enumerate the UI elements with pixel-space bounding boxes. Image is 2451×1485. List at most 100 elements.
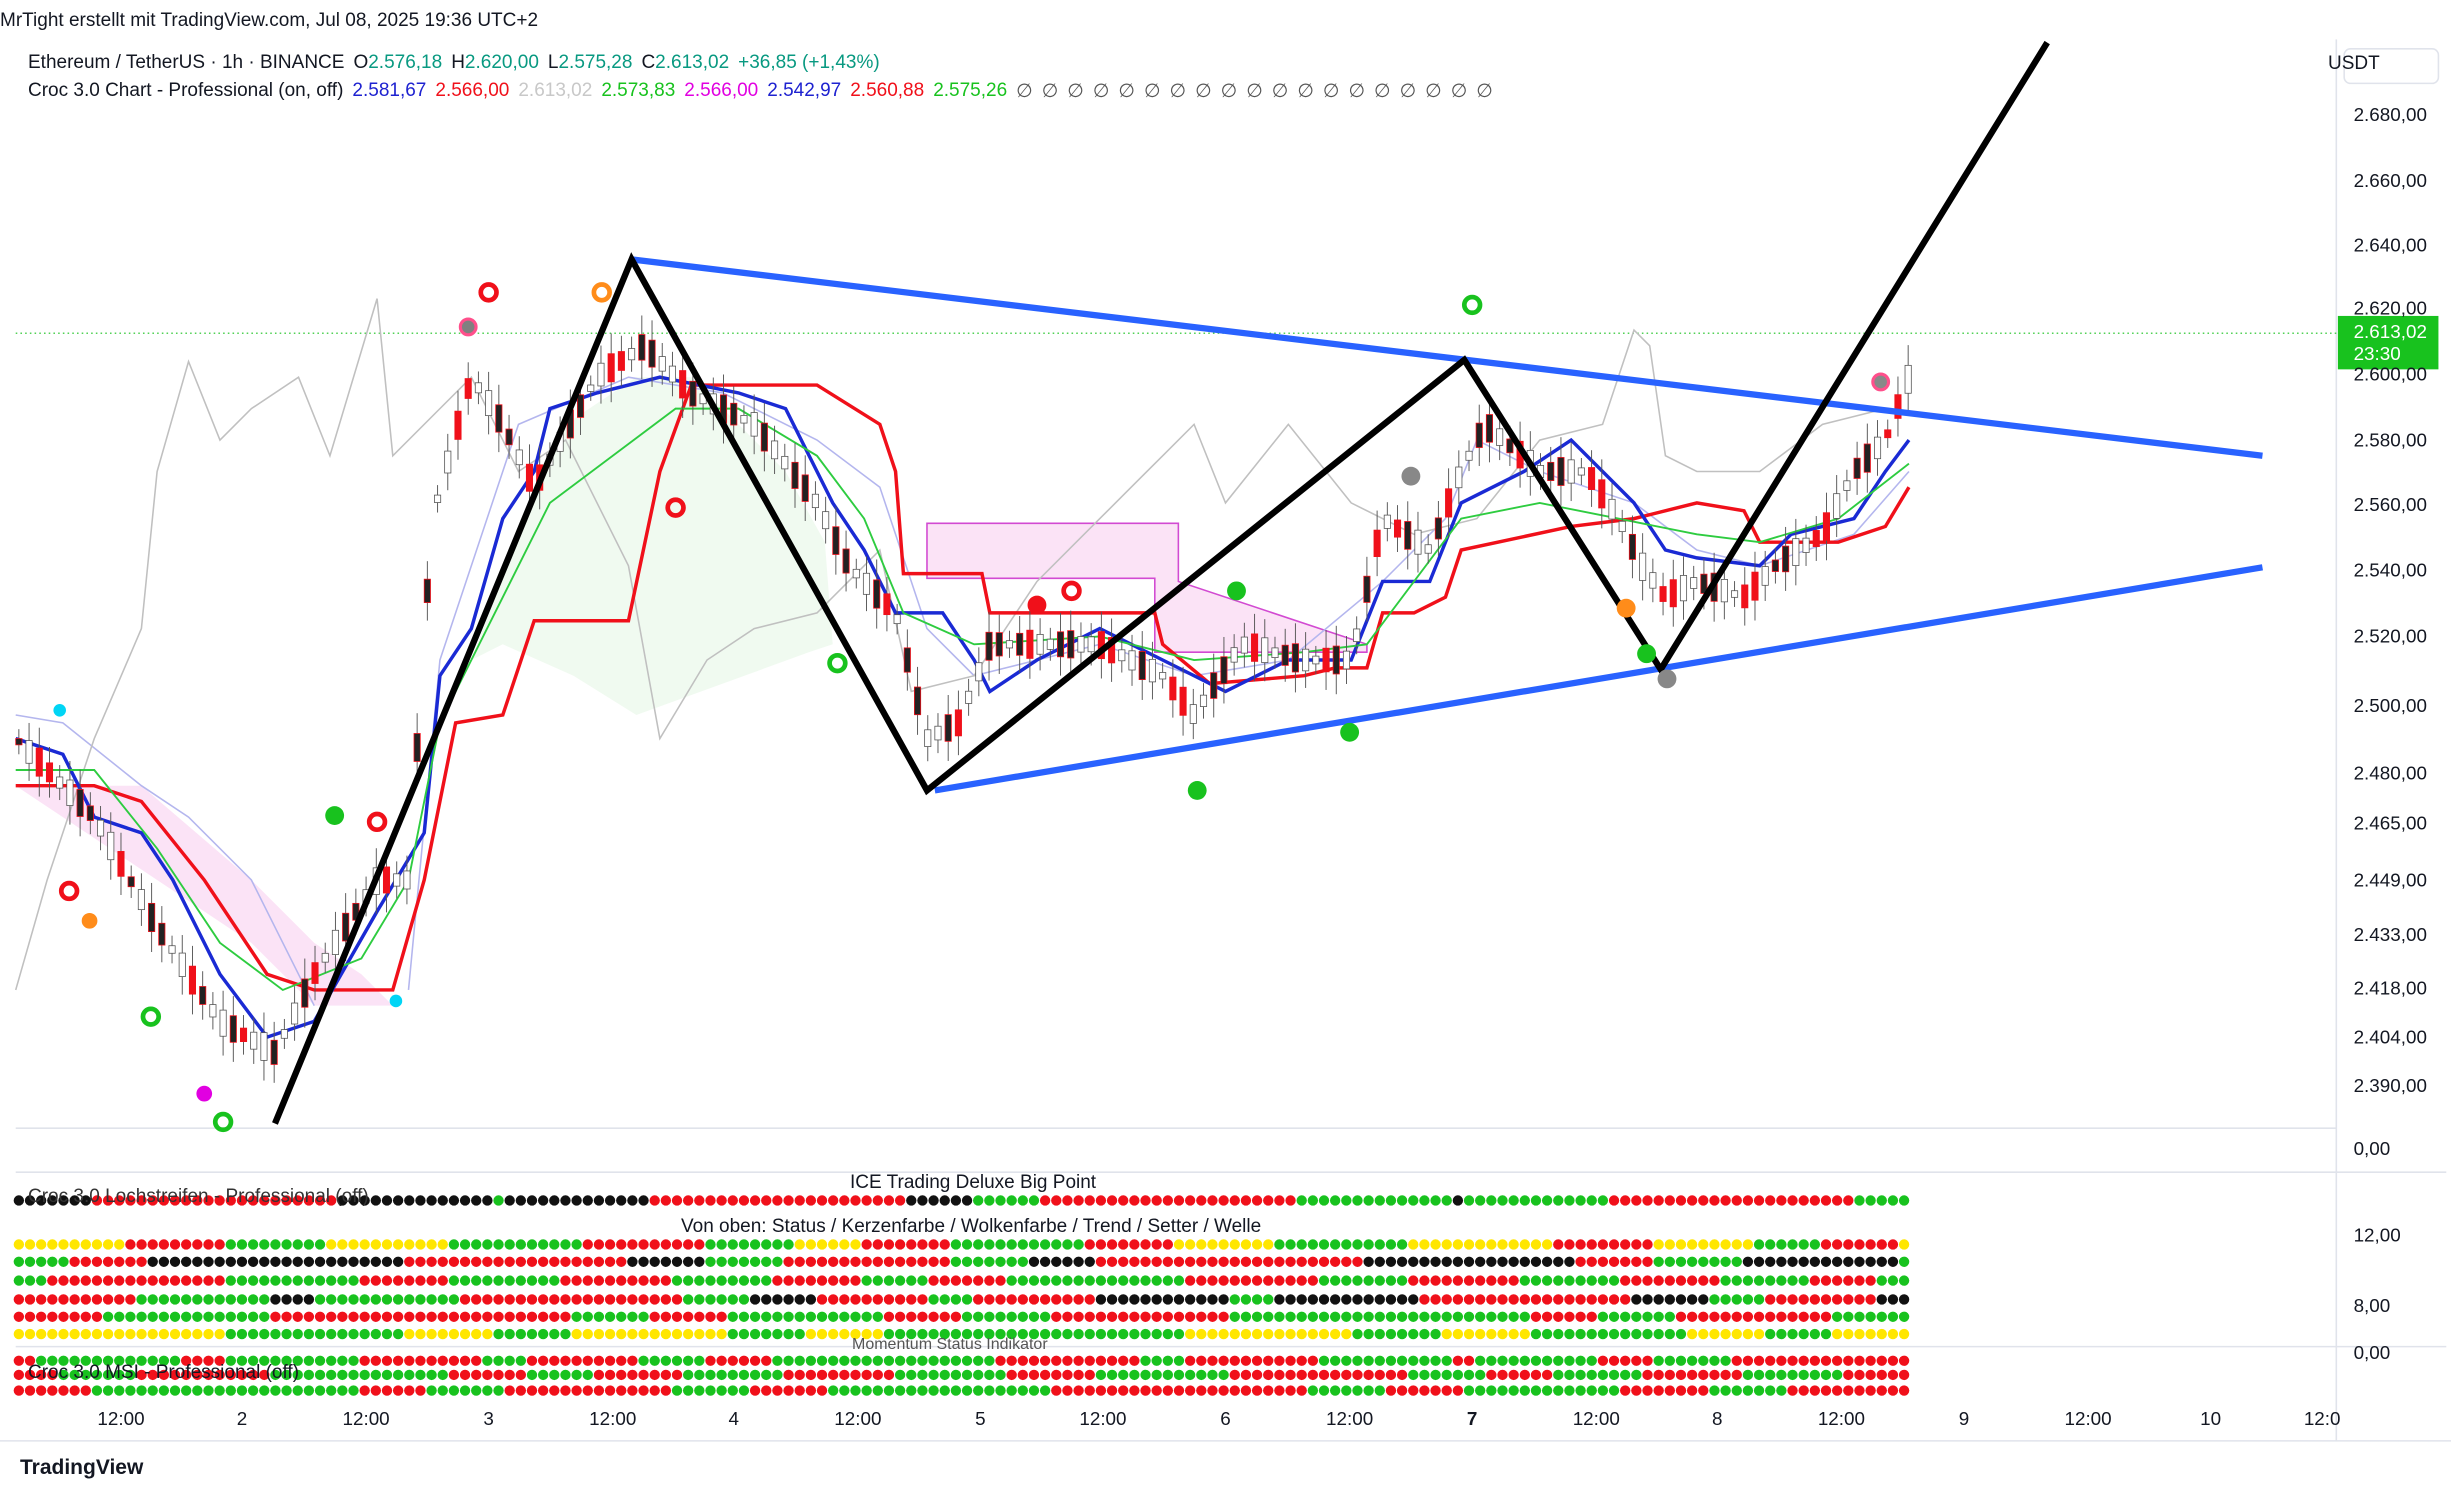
status-dot [1073,1369,1084,1381]
status-dot [1597,1275,1609,1286]
status-dot [961,1275,973,1286]
ohlc-label: O [353,52,369,73]
status-dot [482,1195,493,1206]
status-dot [950,1195,962,1206]
status-dot [1173,1355,1185,1366]
status-dot [259,1294,270,1305]
status-dot [1251,1385,1263,1396]
indicator-empty: ∅ [1041,81,1059,102]
status-dot [1385,1195,1397,1206]
status-dot [1441,1275,1452,1286]
status-dot [1686,1294,1698,1305]
status-dot [872,1275,883,1286]
status-dot [392,1311,404,1322]
candle-body [1363,575,1371,603]
candle-body [1731,590,1739,598]
status-dot [1564,1294,1575,1305]
status-dot [1530,1239,1542,1250]
status-dot [560,1294,571,1305]
status-dot [247,1195,259,1206]
status-dot [392,1256,404,1267]
status-dot [1765,1369,1776,1381]
status-dot [883,1275,895,1286]
status-dot [1106,1355,1118,1366]
status-dot [894,1195,906,1206]
status-dot [1843,1239,1854,1250]
status-dot [604,1195,616,1206]
candle-body [730,402,738,426]
status-dot [1218,1239,1229,1250]
status-dot [995,1294,1006,1305]
status-dot [1876,1311,1887,1322]
status-dot [761,1294,772,1305]
status-dot [314,1239,326,1250]
status-dot [649,1355,660,1366]
status-dot [917,1239,928,1250]
status-dot [1374,1385,1385,1396]
status-dot [1686,1369,1698,1381]
status-dot [426,1239,437,1250]
status-dot [1809,1275,1821,1286]
status-dot [738,1239,750,1250]
status-dot [1140,1328,1151,1340]
status-dot [1664,1275,1676,1286]
status-dot [649,1311,660,1322]
candle-body [1404,521,1412,550]
status-dot [1452,1239,1464,1250]
status-dot [1720,1369,1731,1381]
currency[interactable]: USDT [2328,53,2380,75]
status-dot [682,1328,694,1340]
status-dot [1843,1328,1854,1340]
status-dot [504,1311,515,1322]
status-dot [236,1369,248,1381]
status-dot [660,1355,672,1366]
status-dot [1396,1239,1408,1250]
status-dot [593,1275,605,1286]
price-tick-label: 2.620,00 [2354,297,2427,318]
status-dot [1051,1256,1062,1267]
status-dot [326,1256,337,1267]
status-dot [1686,1275,1698,1286]
status-dot [1854,1256,1865,1267]
currency-button[interactable] [2343,48,2440,85]
status-dot [861,1239,872,1250]
time-tick-label: 2 [237,1408,247,1429]
status-dot [1329,1385,1341,1396]
status-dot [515,1328,527,1340]
status-dot [1575,1195,1586,1206]
candle-body [944,714,952,742]
status-dot [526,1256,538,1267]
status-dot [1218,1328,1229,1340]
candle-body [485,390,493,417]
status-dot [861,1256,872,1267]
status-dot [136,1256,147,1267]
status-dot [392,1369,404,1381]
status-dot [1229,1355,1240,1366]
status-dot [392,1355,404,1366]
status-dot [1686,1355,1698,1366]
status-dot [894,1294,906,1305]
status-dot [984,1385,995,1396]
candle-body [1761,566,1769,586]
status-dot [1329,1328,1341,1340]
status-dot [604,1369,616,1381]
status-dot [1653,1294,1664,1305]
status-dot [571,1355,582,1366]
status-dot [281,1239,292,1250]
candle-body [638,334,646,361]
status-dot [894,1385,906,1396]
candle-body [474,382,482,394]
status-dot [1341,1385,1352,1396]
panel-label: Croc 3.0 MSI - Professional (off) [28,1362,299,1384]
status-dot [515,1385,527,1396]
status-dot [1776,1275,1787,1286]
status-dot [192,1328,203,1340]
status-dot [1385,1355,1397,1366]
status-dot [984,1328,995,1340]
status-dot [805,1256,817,1267]
status-dot [716,1195,727,1206]
status-dot [872,1369,883,1381]
status-dot [381,1294,393,1305]
status-dot [1642,1294,1653,1305]
candle-body [1455,466,1463,489]
